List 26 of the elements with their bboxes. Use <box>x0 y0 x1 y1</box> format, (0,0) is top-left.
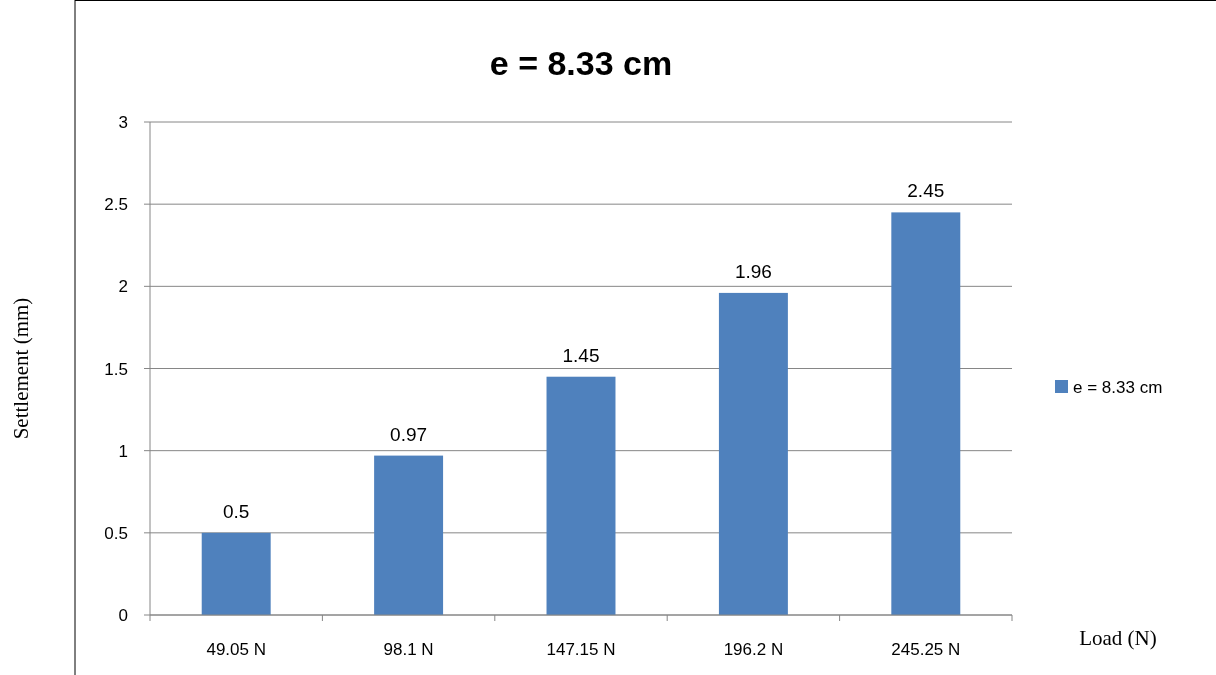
x-tick-label: 196.2 N <box>723 640 784 659</box>
x-axis-title: Load (N) <box>1079 626 1157 650</box>
legend-label: e = 8.33 cm <box>1073 378 1163 397</box>
y-tick-label: 1.5 <box>104 359 128 379</box>
bar <box>891 212 961 615</box>
y-tick-label: 1 <box>118 441 128 461</box>
data-label: 0.5 <box>222 500 250 522</box>
bar <box>546 376 616 615</box>
data-label: 1.45 <box>562 344 600 366</box>
data-label: 1.96 <box>734 260 772 282</box>
chart-title: e = 8.33 cm <box>489 44 673 82</box>
data-label: 2.45 <box>907 180 945 202</box>
data-label: 0.97 <box>390 423 428 445</box>
y-tick-label: 0.5 <box>104 523 128 543</box>
y-axis-title: Settlement (mm) <box>9 297 33 440</box>
y-tick-label: 2.5 <box>104 195 128 215</box>
x-tick-label: 98.1 N <box>383 640 434 659</box>
bar <box>718 292 788 615</box>
y-tick-label: 3 <box>118 113 128 132</box>
x-tick-label: 245.25 N <box>891 640 961 659</box>
y-tick-label: 0 <box>118 606 128 625</box>
x-tick-label: 49.05 N <box>206 640 266 659</box>
bar <box>201 532 271 615</box>
x-tick-label: 147.15 N <box>546 640 616 659</box>
y-tick-label: 2 <box>118 277 128 297</box>
bar <box>374 455 444 615</box>
